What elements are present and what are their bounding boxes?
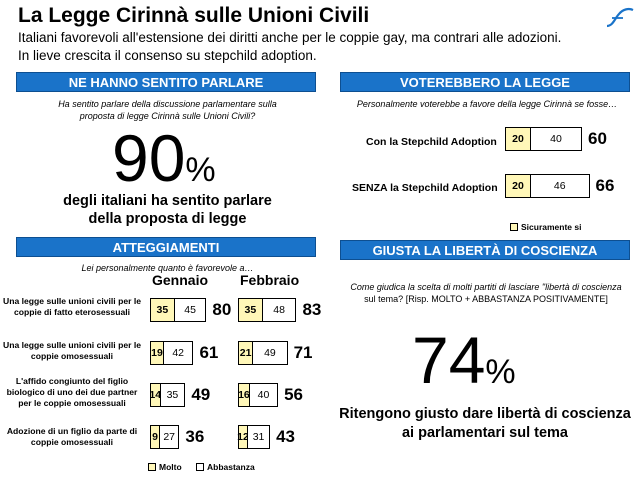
atteggiamenti-header: ATTEGGIAMENTI (16, 237, 316, 257)
legend-swatch-abbastanza (196, 463, 204, 471)
febbraio-segment-molto: 35 (239, 299, 263, 321)
legend-swatch-sicuramente (510, 223, 518, 231)
febbraio-segment-abbastanza: 31 (248, 426, 270, 448)
coscienza-question-2: sul tema? [Risp. MOLTO + ABBASTANZA POSI… (364, 294, 608, 304)
vote-segment-abbastanza: 46 (531, 175, 589, 197)
febbraio-bar: 21 49 (238, 341, 288, 365)
gennaio-total-label: 80 (212, 300, 232, 319)
legend-sicuramente-si: Sicuramente si (510, 222, 581, 232)
gennaio-total-label: 61 (199, 343, 219, 362)
vote-segment-molto: 20 (506, 128, 531, 150)
febbraio-segment-molto: 16 (238, 384, 250, 406)
gennaio-segment-molto: 9 (151, 426, 160, 448)
sentito-text-2: della proposta di legge (88, 211, 247, 227)
page-subtitle-1: Italiani favorevoli all'estensione dei d… (18, 30, 562, 45)
sentito-header: NE HANNO SENTITO PARLARE (16, 72, 316, 92)
coscienza-question-1: Come giudica la scelta di molti partiti … (350, 282, 622, 292)
febbraio-total-label: 56 (284, 385, 303, 404)
vote-total-label: 60 (588, 129, 607, 148)
febbraio-segment-abbastanza: 40 (249, 384, 278, 406)
vote-total-label: 66 (595, 176, 615, 195)
page-subtitle-2: In lieve crescita il consenso su stepchi… (18, 48, 317, 63)
vote-category-label: SENZA la Stepchild Adoption (352, 182, 498, 194)
votare-question: Personalmente voterebbe a favore della l… (356, 99, 618, 109)
legend-abbastanza: Abbastanza (196, 462, 255, 472)
febbraio-segment-molto: 21 (239, 342, 254, 364)
gennaio-bar: 19 42 (150, 341, 194, 365)
attitude-category-label: Una legge sulle unioni civili per le cop… (2, 296, 141, 317)
febbraio-segment-molto: 12 (237, 426, 249, 448)
vote-segment-molto: 20 (506, 175, 531, 197)
gennaio-total-label: 49 (191, 385, 211, 404)
attitude-category-label: Adozione di un figlio da parte di coppie… (6, 426, 138, 447)
gennaio-segment-abbastanza: 27 (160, 426, 179, 448)
febbraio-bar: 16 40 (238, 383, 279, 407)
febbraio-total-label: 71 (293, 343, 313, 362)
gennaio-segment-abbastanza: 35 (160, 384, 185, 406)
sentito-text-1: degli italiani ha sentito parlare (63, 193, 272, 209)
legend-molto: Molto (148, 462, 182, 472)
coscienza-text-1: Ritengono giusto dare libertà di coscien… (339, 406, 631, 422)
vote-segment-abbastanza: 40 (531, 128, 581, 150)
legend-swatch-molto (148, 463, 156, 471)
attitude-category-label: L'affido congiunto del figlio biologico … (6, 376, 138, 408)
attitude-category-label: Una legge sulle unioni civili per le cop… (2, 340, 141, 361)
gennaio-bar: 35 45 (150, 298, 207, 322)
febbraio-segment-abbastanza: 48 (262, 299, 296, 321)
brand-logo-icon (606, 7, 634, 28)
coscienza-percentage: 74% (412, 323, 516, 397)
gennaio-segment-molto: 19 (151, 342, 164, 364)
sentito-question: Ha sentito parlare della discussione par… (58, 99, 277, 121)
month-label-gennaio: Gennaio (152, 272, 209, 288)
gennaio-bar: 9 27 (150, 425, 180, 449)
gennaio-segment-molto: 14 (149, 384, 161, 406)
vote-bar: 20 40 (505, 127, 582, 151)
febbraio-bar: 35 48 (238, 298, 297, 322)
febbraio-total-label: 83 (302, 300, 322, 319)
page-title: La Legge Cirinnà sulle Unioni Civili (18, 4, 370, 27)
coscienza-text-2: ai parlamentari sul tema (401, 425, 568, 441)
febbraio-total-label: 43 (276, 427, 295, 446)
febbraio-bar: 12 31 (237, 425, 271, 449)
gennaio-bar: 14 35 (149, 383, 186, 407)
febbraio-segment-abbastanza: 49 (253, 342, 287, 364)
gennaio-segment-molto: 35 (151, 299, 175, 321)
atteggiamenti-question: Lei personalmente quanto è favorevole a… (81, 263, 254, 273)
gennaio-total-label: 36 (185, 427, 205, 446)
gennaio-segment-abbastanza: 42 (163, 342, 193, 364)
votare-header: VOTEREBBERO LA LEGGE (340, 72, 630, 92)
sentito-percentage: 90% (112, 121, 216, 195)
gennaio-segment-abbastanza: 45 (174, 299, 206, 321)
month-label-febbraio: Febbraio (240, 272, 300, 288)
vote-category-label: Con la Stepchild Adoption (366, 136, 497, 148)
vote-bar: 20 46 (505, 174, 590, 198)
coscienza-header: GIUSTA LA LIBERTÀ DI COSCIENZA (340, 240, 630, 260)
